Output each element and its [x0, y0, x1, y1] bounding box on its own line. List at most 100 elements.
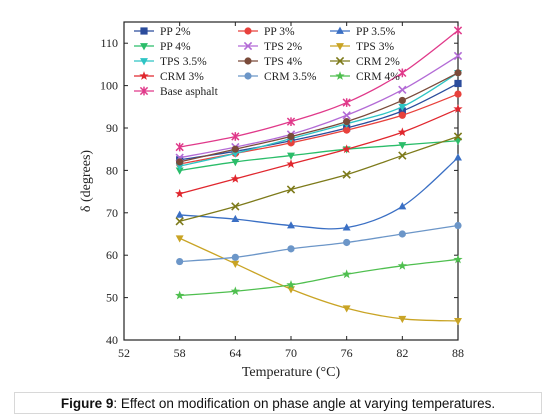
- legend-marker: [140, 58, 148, 66]
- data-point: [231, 214, 240, 223]
- y-axis-title: δ (degrees): [79, 150, 94, 213]
- data-point: [343, 118, 351, 126]
- x-tick-label: 88: [452, 346, 464, 360]
- data-point: [175, 217, 184, 226]
- series-line: [179, 72, 459, 163]
- legend-marker: [244, 57, 252, 65]
- data-point: [175, 290, 185, 300]
- data-point: [398, 315, 407, 324]
- data-point: [453, 51, 463, 61]
- data-point: [454, 137, 462, 146]
- y-tick-label: 110: [100, 36, 118, 50]
- data-point: [287, 221, 295, 229]
- data-point: [175, 235, 184, 243]
- y-tick-label: 90: [106, 121, 118, 135]
- data-point: [287, 132, 295, 141]
- legend-marker: [336, 43, 344, 51]
- data-point: [397, 127, 407, 137]
- legend-marker: [336, 26, 344, 34]
- x-tick-label: 58: [174, 346, 186, 360]
- data-point: [398, 230, 406, 238]
- data-point: [342, 269, 352, 279]
- phase-angle-chart: δ (degrees) Temperature (°C) 52 58 64 70 76 8…: [79, 21, 464, 380]
- data-point: [175, 167, 184, 175]
- legend-marker: [139, 86, 149, 96]
- y-tick-label: 80: [106, 163, 118, 177]
- data-point: [454, 79, 462, 88]
- data-point: [342, 170, 351, 179]
- data-point: [231, 159, 240, 167]
- legend-marker: [243, 41, 253, 51]
- x-tick-label: 76: [341, 346, 353, 360]
- data-point: [343, 126, 351, 134]
- data-point: [175, 142, 184, 152]
- x-tick-label: 64: [229, 346, 241, 360]
- x-axis-title: Temperature (°C): [242, 365, 341, 380]
- data-point: [287, 152, 295, 160]
- legend-marker: [335, 71, 345, 80]
- data-point: [342, 98, 351, 107]
- series-line: [179, 55, 459, 159]
- legend-label: CRM 4%: [356, 71, 400, 83]
- data-point: [398, 151, 407, 160]
- series-line: [179, 135, 459, 222]
- data-point: [343, 238, 351, 247]
- data-point: [398, 142, 407, 150]
- legend-label: TPS 3%: [356, 41, 394, 53]
- y-tick-label: 100: [100, 79, 118, 93]
- data-point: [342, 223, 351, 231]
- caption-label: Figure 9: [60, 395, 114, 411]
- data-point: [230, 286, 240, 296]
- data-point: [398, 202, 407, 210]
- y-tick-label: 40: [106, 333, 118, 347]
- series-line: [179, 108, 459, 195]
- legend-label: PP 3.5%: [356, 26, 396, 38]
- caption-text: : Effect on modification on phase angle …: [113, 395, 496, 411]
- data-point: [175, 188, 185, 198]
- data-point: [175, 210, 184, 218]
- data-point: [175, 163, 184, 171]
- legend-marker: [140, 43, 148, 51]
- data-point: [454, 69, 462, 77]
- data-point: [176, 158, 184, 166]
- data-point: [453, 132, 463, 141]
- data-point: [398, 68, 407, 78]
- data-point: [342, 144, 352, 154]
- series-line: [179, 82, 459, 161]
- data-point: [231, 260, 240, 268]
- series-line: [179, 157, 459, 230]
- legend-marker: [140, 27, 148, 35]
- data-point: [286, 280, 296, 289]
- series-line: [179, 140, 459, 172]
- data-point: [398, 111, 406, 119]
- legend-label: PP 4%: [160, 41, 191, 53]
- y-tick-label: 70: [106, 206, 118, 220]
- data-point: [342, 111, 351, 120]
- data-point: [231, 202, 240, 211]
- legend-label: Base asphalt: [160, 86, 219, 98]
- data-point: [286, 159, 296, 168]
- legend-label: TPS 4%: [264, 56, 302, 68]
- data-point: [286, 185, 296, 194]
- data-point: [231, 253, 239, 261]
- data-point: [453, 104, 463, 113]
- data-point: [398, 103, 407, 112]
- y-tick-label: 60: [106, 248, 118, 262]
- legend-label: CRM 2%: [356, 56, 400, 68]
- data-point: [454, 90, 462, 98]
- data-point: [287, 245, 295, 253]
- data-point: [176, 257, 184, 266]
- x-tick-label: 82: [396, 346, 408, 360]
- legend-label: PP 3%: [264, 26, 295, 38]
- figure-caption: Figure 9: Effect on modification on phas…: [14, 392, 542, 414]
- legend-label: PP 2%: [160, 26, 191, 38]
- data-point: [286, 117, 296, 126]
- legend-label: TPS 3.5%: [160, 56, 207, 68]
- data-point: [397, 260, 407, 270]
- legend-label: CRM 3%: [160, 71, 204, 83]
- legend-marker: [335, 56, 345, 66]
- data-point: [454, 153, 462, 161]
- data-point: [231, 132, 240, 141]
- data-point: [231, 150, 240, 158]
